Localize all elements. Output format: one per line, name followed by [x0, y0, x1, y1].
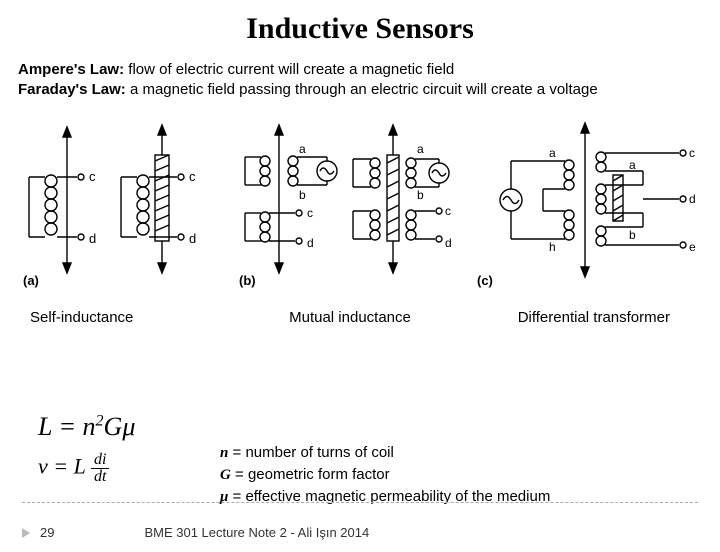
footer: 29 BME 301 Lecture Note 2 - Ali Işın 201… — [0, 525, 720, 540]
triangle-icon — [22, 528, 30, 538]
faraday-label: Faraday's Law: — [18, 81, 126, 98]
caption-mutual: Mutual inductance — [243, 309, 456, 326]
svg-text:a: a — [629, 158, 636, 172]
figure-b: a b c d a b c d (b) — [235, 119, 455, 289]
svg-text:d: d — [445, 236, 452, 250]
legend-block: n = number of turns of coil G = geometri… — [220, 442, 550, 508]
figure-a: c d c d (a) — [17, 119, 217, 289]
divider — [22, 502, 698, 503]
formula-block: L = n2Gμ v = L di dt — [38, 412, 135, 485]
svg-text:e: e — [689, 240, 696, 254]
svg-text:d: d — [307, 236, 314, 250]
page-title: Inductive Sensors — [0, 12, 720, 46]
formula-L: L = n2Gμ — [38, 412, 135, 442]
svg-text:c: c — [445, 204, 451, 218]
ampere-text: flow of electric current will create a m… — [124, 61, 454, 78]
page-number: 29 — [40, 525, 54, 540]
formula-v: v = L di dt — [38, 452, 135, 485]
svg-text:b: b — [417, 188, 424, 202]
figure-row: c d c d (a) — [8, 119, 712, 289]
caption-diff: Differential transformer — [457, 309, 690, 326]
faraday-text: a magnetic field passing through an elec… — [126, 81, 598, 98]
svg-text:a: a — [299, 142, 306, 156]
legend-G-txt: = geometric form factor — [231, 466, 390, 483]
svg-text:d: d — [89, 231, 96, 246]
footer-note: BME 301 Lecture Note 2 - Ali Işın 2014 — [144, 525, 369, 540]
svg-text:b: b — [299, 188, 306, 202]
svg-text:b: b — [629, 228, 636, 242]
svg-text:a: a — [549, 146, 556, 160]
svg-text:h: h — [549, 240, 556, 254]
svg-text:c: c — [689, 146, 695, 160]
figure-c: a h c d e a b (c) — [473, 119, 703, 289]
svg-text:(a): (a) — [23, 273, 39, 288]
figure-captions: Self-inductance Mutual inductance Differ… — [30, 309, 690, 326]
laws-block: Ampere's Law: flow of electric current w… — [18, 60, 702, 101]
svg-text:c: c — [189, 169, 196, 184]
svg-text:d: d — [189, 231, 196, 246]
svg-text:(c): (c) — [477, 273, 493, 288]
ampere-label: Ampere's Law: — [18, 61, 124, 78]
svg-text:a: a — [417, 142, 424, 156]
svg-text:(b): (b) — [239, 273, 256, 288]
svg-text:c: c — [89, 169, 96, 184]
svg-text:c: c — [307, 206, 313, 220]
legend-G-sym: G — [220, 467, 231, 483]
svg-text:d: d — [689, 192, 696, 206]
caption-self: Self-inductance — [30, 309, 243, 326]
legend-n-txt: = number of turns of coil — [228, 444, 394, 461]
